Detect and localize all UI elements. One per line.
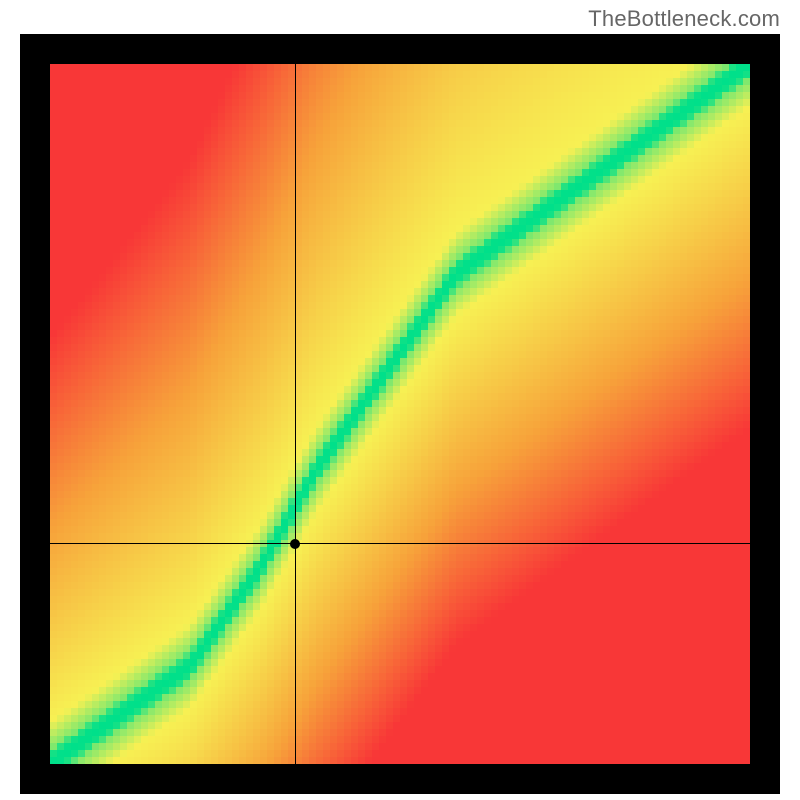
watermark-text: TheBottleneck.com [588, 6, 780, 32]
bottleneck-heatmap [20, 34, 780, 794]
crosshair-point [290, 539, 300, 549]
crosshair-vertical [295, 64, 296, 764]
crosshair-horizontal [50, 543, 750, 544]
heatmap-canvas [50, 64, 750, 764]
